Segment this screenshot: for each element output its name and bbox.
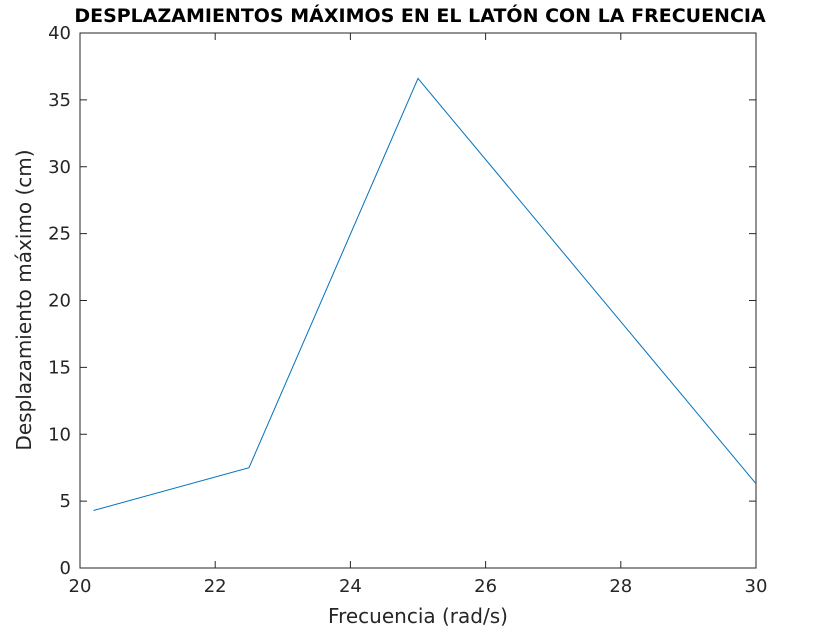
y-tick-label: 20 [48,291,71,312]
x-axis: 20 22 24 26 28 30 [69,33,768,597]
y-tick-label: 10 [48,424,71,445]
plot-area [79,32,757,569]
y-tick-label: 0 [60,558,71,579]
y-tick-label: 25 [48,224,71,245]
x-axis-label: Frecuencia (rad/s) [328,604,508,628]
x-tick-label: 30 [745,576,768,597]
x-tick-label: 28 [609,576,632,597]
y-tick-label: 40 [48,23,71,44]
y-axis-label: Desplazamiento máximo (cm) [12,149,36,450]
y-tick-label: 30 [48,157,71,178]
y-axis: 0 5 10 15 20 25 30 35 40 [48,23,756,579]
x-tick-label: 20 [69,576,92,597]
chart-title: DESPLAZAMIENTOS MÁXIMOS EN EL LATÓN CON … [74,3,766,27]
x-tick-label: 26 [474,576,497,597]
y-tick-label: 15 [48,357,71,378]
y-tick-label: 35 [48,90,71,111]
x-tick-label: 24 [339,576,362,597]
x-tick-label: 22 [204,576,227,597]
series-line [93,77,757,511]
plot-frame [79,32,757,569]
y-tick-label: 5 [60,491,71,512]
series-layer [93,77,757,511]
